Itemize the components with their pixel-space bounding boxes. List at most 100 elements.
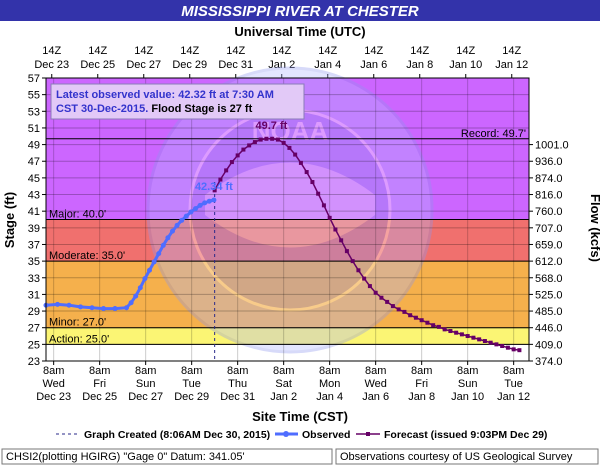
forecast-point — [511, 347, 516, 352]
bottom-tick-day: Wed — [364, 378, 386, 390]
forecast-point — [350, 259, 355, 264]
observed-point — [179, 217, 185, 223]
top-tick-date: Dec 29 — [172, 59, 207, 71]
forecast-point — [477, 337, 482, 342]
forecast-point — [287, 145, 292, 150]
forecast-point — [419, 318, 424, 323]
bottom-tick-day: Wed — [42, 378, 64, 390]
forecast-point — [390, 304, 395, 309]
right-tick-label: 816.0 — [535, 190, 563, 202]
footer-credit: Observations courtesy of US Geological S… — [340, 451, 573, 463]
top-axis-title: Universal Time (UTC) — [234, 24, 365, 39]
forecast-point — [281, 140, 286, 145]
forecast-point — [293, 152, 298, 157]
observed-point — [156, 251, 162, 257]
top-tick-label: 14Z — [364, 45, 383, 57]
top-tick-date: Jan 2 — [268, 59, 295, 71]
forecast-point — [212, 188, 217, 193]
bottom-tick-date: Jan 2 — [270, 391, 297, 403]
band-action — [46, 327, 529, 345]
forecast-point — [505, 345, 510, 350]
forecast-point — [431, 323, 436, 328]
observed-point — [188, 209, 194, 215]
forecast-point — [373, 290, 378, 295]
chart-title: MISSISSIPPI RIVER AT CHESTER — [181, 3, 419, 20]
top-tick-date: Jan 12 — [495, 59, 528, 71]
forecast-point — [275, 137, 280, 142]
observed-crest-label: 42.34 ft — [195, 181, 233, 193]
right-tick-label: 659.0 — [535, 239, 563, 251]
forecast-point — [488, 340, 493, 345]
left-tick-label: 33 — [28, 273, 40, 285]
left-tick-label: 57 — [28, 73, 40, 85]
left-tick-label: 29 — [28, 306, 40, 318]
top-tick-date: Dec 25 — [80, 59, 115, 71]
forecast-point — [339, 238, 344, 243]
forecast-point — [465, 334, 470, 339]
bottom-tick-time: 8am — [503, 365, 524, 377]
forecast-point — [258, 137, 263, 142]
observed-point — [151, 259, 157, 265]
right-tick-label: 936.0 — [535, 156, 563, 168]
forecast-point — [333, 227, 338, 232]
left-tick-label: 53 — [28, 106, 40, 118]
band-normal — [46, 344, 529, 361]
forecast-point — [304, 170, 309, 175]
forecast-point — [344, 249, 349, 254]
right-tick-label: 568.0 — [535, 273, 563, 285]
left-axis-title: Stage (ft) — [2, 192, 17, 248]
left-tick-label: 25 — [28, 339, 40, 351]
top-tick-label: 14Z — [502, 45, 521, 57]
annotations: 42.34 ft 49.7 ft — [195, 120, 288, 193]
forecast-point — [442, 327, 447, 332]
bottom-tick-time: 8am — [181, 365, 202, 377]
observed-point — [133, 293, 139, 299]
forecast-point — [385, 299, 390, 304]
forecast-point — [459, 332, 464, 337]
right-tick-label: 1001.0 — [535, 140, 569, 152]
right-axis-ticks: 374.0 409.0 446.0 485.0 525.0 568.0 612.0 659.0… — [529, 140, 569, 368]
forecast-point — [379, 295, 384, 300]
right-tick-label: 707.0 — [535, 223, 563, 235]
bottom-tick-day: Fri — [415, 378, 428, 390]
forecast-point — [448, 329, 453, 334]
footer-right-box — [335, 448, 599, 465]
bottom-tick-date: Dec 25 — [82, 391, 117, 403]
left-tick-label: 27 — [28, 323, 40, 335]
forecast-point — [218, 177, 223, 182]
title-bar — [0, 0, 600, 21]
left-tick-label: 41 — [28, 206, 40, 218]
info-line1-prefix: Latest observed value: — [56, 89, 178, 101]
bottom-tick-time: 8am — [365, 365, 386, 377]
left-tick-label: 47 — [28, 156, 40, 168]
forecast-point — [408, 313, 413, 318]
top-tick-date: Jan 8 — [406, 59, 433, 71]
bottom-tick-date: Jan 6 — [362, 391, 389, 403]
bottom-tick-time: 8am — [43, 365, 64, 377]
observed-point — [160, 242, 166, 248]
right-tick-label: 446.0 — [535, 323, 563, 335]
top-tick-label: 14Z — [272, 45, 291, 57]
observed-point — [124, 305, 129, 311]
forecast-point — [362, 276, 367, 281]
legend: Graph Created (8:06AM Dec 30, 2015) Obse… — [56, 429, 547, 441]
svg-text:CST 30-Dec-2015. Flood Stage i: CST 30-Dec-2015. Flood Stage is 27 ft — [56, 103, 253, 115]
forecast-point — [413, 315, 418, 320]
top-tick-label: 14Z — [42, 45, 61, 57]
info-line1-value: 42.32 ft at 7:30 AM — [178, 89, 274, 101]
bottom-tick-time: 8am — [319, 365, 340, 377]
forecast-point — [247, 143, 252, 148]
forecast-point — [270, 136, 275, 141]
observed-point — [112, 306, 118, 312]
threshold-label-major: Major: 40.0' — [49, 209, 106, 221]
band-major — [46, 219, 529, 262]
forecast-point — [454, 330, 459, 335]
footer-left-box — [1, 448, 333, 465]
right-tick-label: 525.0 — [535, 289, 563, 301]
observed-point — [89, 305, 95, 311]
observed-point — [101, 306, 106, 312]
forecast-point — [321, 203, 326, 208]
right-tick-label: 874.0 — [535, 173, 563, 185]
